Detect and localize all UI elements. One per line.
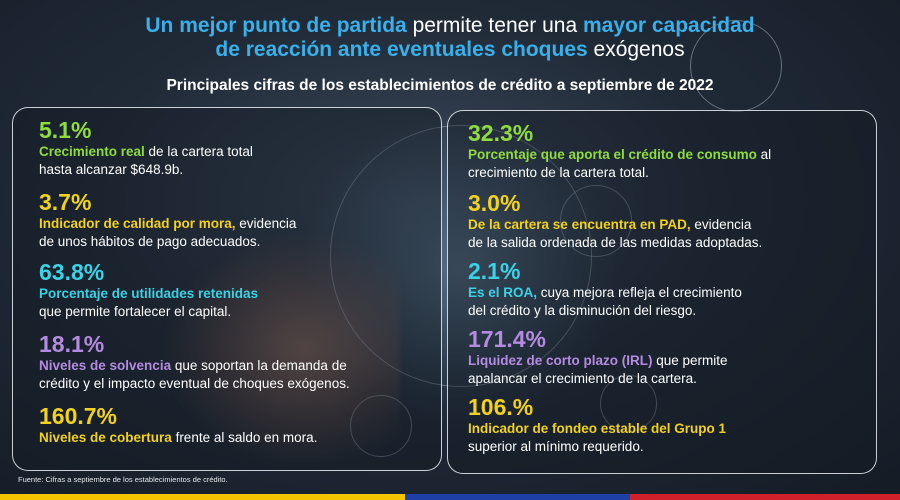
- headline-highlight: de reacción ante eventuales choques: [215, 38, 588, 61]
- stat-card: 63.8% Porcentaje de utilidades retenidas…: [39, 260, 258, 321]
- stat-emphasis: Indicador de fondeo estable del Grupo 1: [468, 421, 727, 436]
- stat-card: 32.3% Porcentaje que aporta el crédito d…: [468, 121, 771, 182]
- stat-emphasis: De la cartera se encuentra en PAD,: [468, 217, 691, 232]
- stat-card: 3.0% De la cartera se encuentra en PAD, …: [468, 191, 762, 252]
- stat-value: 160.7%: [39, 403, 118, 429]
- stat-description-line2: de la salida ordenada de las medidas ado…: [468, 235, 763, 250]
- stat-emphasis: Niveles de solvencia: [39, 358, 172, 373]
- stat-emphasis: Indicador de calidad por mora,: [39, 216, 236, 231]
- stat-value: 32.3%: [468, 120, 534, 146]
- subtitle: Principales cifras de los establecimient…: [166, 77, 714, 94]
- headline-text: exógenos: [587, 38, 685, 61]
- stat-text: que soportan la demanda de: [171, 358, 347, 373]
- headline-highlight: mayor capacidad: [583, 14, 755, 37]
- stat-description: Niveles de solvencia que soportan la dem…: [39, 357, 350, 375]
- background-circle: [560, 185, 632, 257]
- stat-description: Niveles de cobertura frente al saldo en …: [39, 429, 317, 447]
- headline-highlight: Un mejor punto de partida: [145, 14, 407, 37]
- stat-description: Porcentaje que aporta el crédito de cons…: [468, 146, 771, 164]
- left-stats-panel: 5.1% Crecimiento real de la cartera tota…: [12, 107, 442, 471]
- stat-value: 3.7%: [39, 189, 92, 215]
- stat-description: De la cartera se encuentra en PAD, evide…: [468, 216, 762, 234]
- stat-description-line2: hasta alcanzar $648.9b.: [39, 162, 184, 177]
- stat-description-line2: del crédito y la disminución del riesgo.: [468, 303, 697, 318]
- background-circle: [690, 20, 782, 112]
- stat-card: 18.1% Niveles de solvencia que soportan …: [39, 332, 350, 393]
- stat-description: Porcentaje de utilidades retenidas: [39, 285, 258, 303]
- stat-description: Crecimiento real de la cartera total: [39, 143, 253, 161]
- stat-value: 2.1%: [468, 258, 521, 284]
- stat-emphasis: Crecimiento real: [39, 144, 145, 159]
- stat-value: 3.0%: [468, 190, 521, 216]
- stat-text: evidencia: [235, 216, 297, 231]
- stat-description: Indicador de calidad por mora, evidencia: [39, 215, 296, 233]
- stat-emphasis: Porcentaje de utilidades retenidas: [39, 286, 259, 301]
- stat-card: 160.7% Niveles de cobertura frente al sa…: [39, 404, 317, 447]
- stat-card: 2.1% Es el ROA, cuya mejora refleja el c…: [468, 259, 742, 320]
- stat-card: 106.% Indicador de fondeo estable del Gr…: [468, 395, 726, 456]
- stat-text: frente al saldo en mora.: [171, 430, 318, 445]
- stat-value: 18.1%: [39, 331, 105, 357]
- stat-description: Liquidez de corto plazo (IRL) que permit…: [468, 352, 728, 370]
- stat-value: 171.4%: [468, 326, 547, 352]
- right-stats-panel: 32.3% Porcentaje que aporta el crédito d…: [447, 110, 877, 474]
- stat-card: 5.1% Crecimiento real de la cartera tota…: [39, 118, 253, 179]
- stat-description-line2: que permite fortalecer el capital.: [39, 304, 232, 319]
- stat-text: al: [756, 147, 772, 162]
- stat-emphasis: Liquidez de corto plazo (IRL): [468, 353, 653, 368]
- stat-description-line2: crecimiento de la cartera total.: [468, 165, 649, 180]
- footnote: Fuente: Cifras a septiembre de los estab…: [18, 475, 228, 484]
- stat-card: 171.4% Liquidez de corto plazo (IRL) que…: [468, 327, 728, 388]
- stat-description-line2: de unos hábitos de pago adecuados.: [39, 234, 261, 249]
- stat-value: 5.1%: [39, 117, 92, 143]
- stat-value: 106.%: [468, 394, 534, 420]
- stat-description: Indicador de fondeo estable del Grupo 1: [468, 420, 726, 438]
- stat-description-line2: apalancar el crecimiento de la cartera.: [468, 371, 697, 386]
- headline-text: permite tener una: [406, 14, 583, 37]
- headline: Un mejor punto de partida permite tener …: [0, 14, 900, 62]
- stat-emphasis: Niveles de cobertura: [39, 430, 172, 445]
- stat-description-line2: crédito y el impacto eventual de choques…: [39, 376, 350, 391]
- stat-card: 3.7% Indicador de calidad por mora, evid…: [39, 190, 296, 251]
- background-circle: [600, 375, 657, 432]
- stat-text: de la cartera total: [144, 144, 253, 159]
- flag-color-bar: [0, 494, 900, 500]
- stat-description-line2: superior al mínimo requerido.: [468, 439, 644, 454]
- stat-emphasis: Porcentaje que aporta el crédito de cons…: [468, 147, 757, 162]
- stat-text: que permite: [652, 353, 728, 368]
- stat-text: cuya mejora refleja el crecimiento: [537, 285, 742, 300]
- background-circle: [350, 395, 412, 457]
- stat-text: evidencia: [690, 217, 752, 232]
- stat-value: 63.8%: [39, 259, 105, 285]
- stat-emphasis: Es el ROA,: [468, 285, 538, 300]
- stat-description: Es el ROA, cuya mejora refleja el crecim…: [468, 284, 742, 302]
